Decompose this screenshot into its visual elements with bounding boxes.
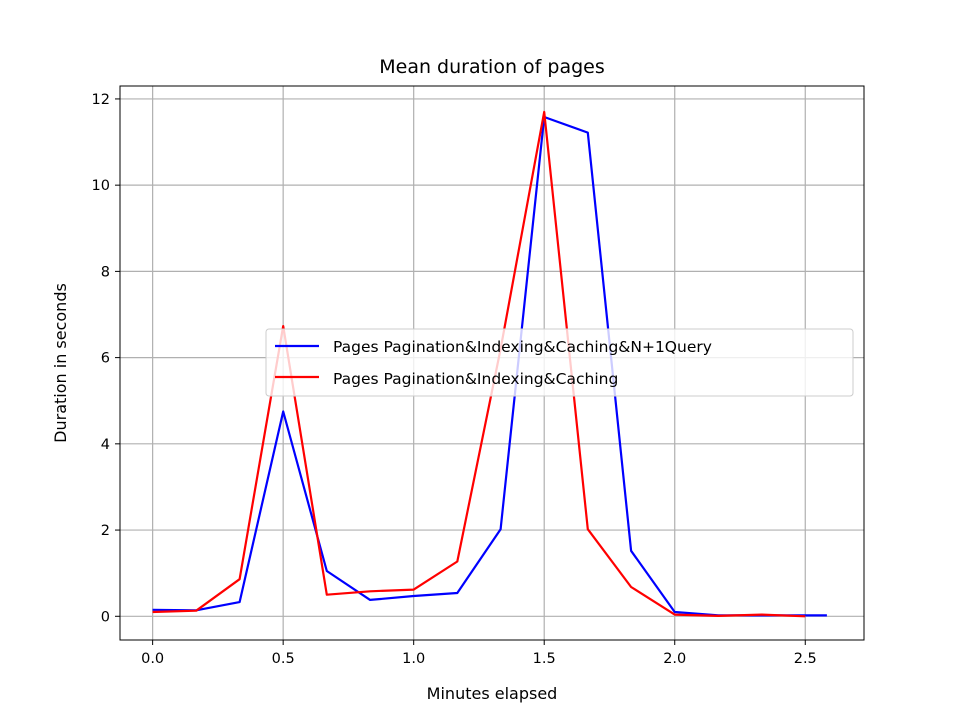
y-axis-ticks: 0 2 4 6 8 10 12 — [92, 92, 120, 625]
legend-label-caching: Pages Pagination&Indexing&Caching — [333, 370, 618, 388]
y-axis-label: Duration in seconds — [51, 283, 70, 443]
y-tick-label: 0 — [101, 609, 110, 625]
x-axis-label: Minutes elapsed — [427, 684, 558, 703]
x-tick-label: 0.5 — [272, 651, 295, 667]
y-tick-label: 10 — [92, 178, 110, 194]
x-tick-label: 0.0 — [141, 651, 164, 667]
x-tick-label: 1.0 — [402, 651, 425, 667]
x-axis-ticks: 0.0 0.5 1.0 1.5 2.0 2.5 — [141, 640, 817, 667]
y-tick-label: 4 — [101, 437, 110, 453]
chart-title: Mean duration of pages — [379, 56, 605, 78]
x-tick-label: 2.0 — [663, 651, 686, 667]
x-tick-label: 2.5 — [794, 651, 817, 667]
y-tick-label: 8 — [101, 264, 110, 280]
x-tick-label: 1.5 — [533, 651, 556, 667]
legend-box — [265, 328, 854, 397]
y-tick-label: 12 — [92, 92, 110, 108]
series-lines — [152, 110, 827, 618]
series-line-caching — [152, 110, 806, 618]
y-tick-label: 2 — [101, 523, 110, 539]
legend: Pages Pagination&Indexing&Caching&N+1Que… — [265, 328, 854, 397]
y-tick-label: 6 — [101, 351, 110, 367]
plot-frame — [119, 85, 865, 641]
legend-label-n1query: Pages Pagination&Indexing&Caching&N+1Que… — [333, 338, 712, 356]
